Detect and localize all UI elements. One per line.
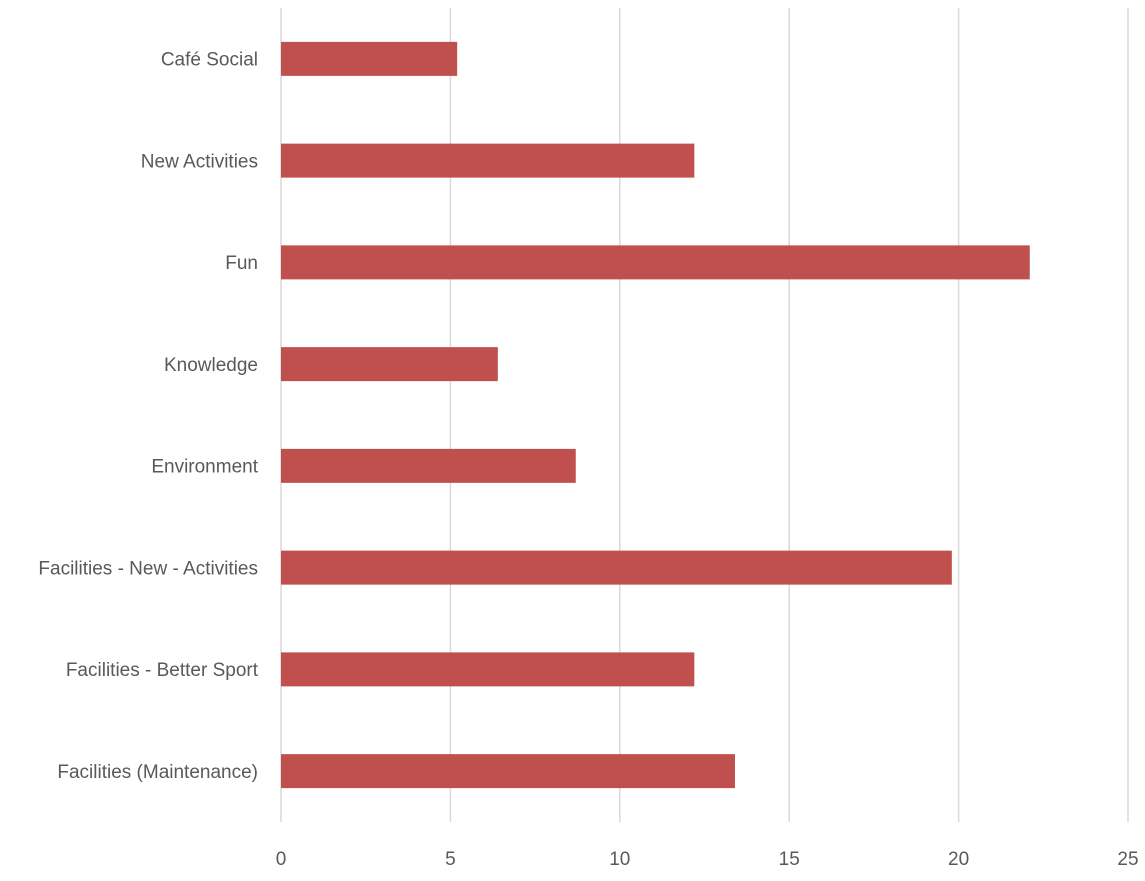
category-label: Fun — [225, 253, 258, 274]
tick-label-layer: 0 5 10 15 20 25 — [276, 849, 1139, 870]
grid-layer — [281, 8, 1128, 822]
x-tick-label: 20 — [948, 849, 969, 870]
bar — [281, 347, 498, 381]
bar — [281, 42, 457, 76]
x-tick-label: 0 — [276, 849, 287, 870]
category-label: New Activities — [141, 151, 258, 172]
bar-layer — [281, 42, 1030, 788]
category-label-layer: Café Social New Activities Fun Knowledge Env… — [38, 50, 258, 783]
x-tick-label: 5 — [445, 849, 456, 870]
category-label: Facilities (Maintenance) — [57, 762, 258, 783]
category-label: Facilities - Better Sport — [66, 660, 259, 681]
bar — [281, 144, 694, 178]
bar — [281, 652, 694, 686]
bar — [281, 449, 576, 483]
category-label: Environment — [151, 457, 258, 478]
category-label: Facilities - New - Activities — [38, 558, 258, 579]
x-tick-label: 10 — [609, 849, 630, 870]
bar — [281, 551, 952, 585]
bar — [281, 754, 735, 788]
category-label: Café Social — [161, 50, 258, 71]
bar — [281, 245, 1030, 279]
x-tick-label: 15 — [779, 849, 800, 870]
x-tick-label: 25 — [1117, 849, 1138, 870]
category-label: Knowledge — [164, 355, 258, 376]
